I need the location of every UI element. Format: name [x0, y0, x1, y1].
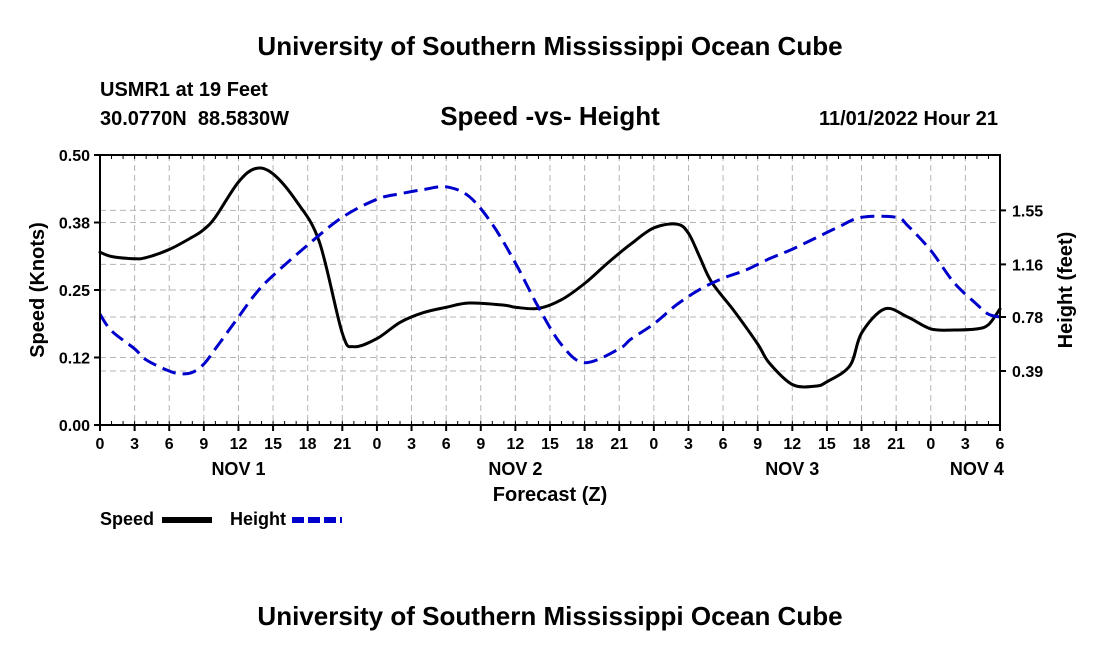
- y-tick-label-left: 0.25: [59, 283, 90, 300]
- y-tick-label-right: 0.78: [1012, 310, 1043, 327]
- x-tick-label: 0: [96, 436, 105, 453]
- x-tick-label: 9: [476, 436, 485, 453]
- x-tick-label: 9: [753, 436, 762, 453]
- x-tick-label: 15: [264, 436, 282, 453]
- x-tick-label: 3: [684, 436, 693, 453]
- x-tick-label: 6: [719, 436, 728, 453]
- legend-speed-label: Speed: [100, 509, 154, 529]
- y-tick-label-right: 0.39: [1012, 364, 1043, 381]
- date-label: NOV 1: [211, 459, 265, 479]
- series-layer: [98, 166, 1002, 389]
- y-tick-label-left: 0.50: [59, 148, 90, 165]
- x-tick-label: 12: [783, 436, 801, 453]
- x-tick-label: 3: [961, 436, 970, 453]
- x-tick-label: 6: [442, 436, 451, 453]
- x-tick-label: 6: [165, 436, 174, 453]
- series-line-height: [98, 185, 1001, 376]
- date-label: NOV 4: [950, 459, 1004, 479]
- x-tick-label: 0: [926, 436, 935, 453]
- x-tick-label: 21: [887, 436, 905, 453]
- y-axis-label-right: Height (feet): [1055, 232, 1077, 349]
- chart-title: University of Southern Mississippi Ocean…: [257, 31, 842, 61]
- timestamp-label: 11/01/2022 Hour 21: [819, 108, 998, 130]
- x-tick-label: 21: [333, 436, 351, 453]
- x-tick-label: 6: [996, 436, 1005, 453]
- bottom-axis: 0 3 6 9 12 15 18 21 0 3 6 9 12 15 18 21 0 3 6 9 12 15 18 21 0 3 6: [96, 155, 1005, 453]
- x-tick-label: 15: [541, 436, 559, 453]
- coordinates-label: 30.0770N 88.5830W: [100, 108, 289, 130]
- x-tick-label: 18: [853, 436, 871, 453]
- y-axis-label-left: Speed (Knots): [27, 222, 49, 358]
- x-axis-label: Forecast (Z): [493, 484, 607, 506]
- series-line-speed: [98, 166, 1002, 389]
- x-tick-label: 3: [407, 436, 416, 453]
- y-tick-label-right: 1.55: [1012, 203, 1043, 220]
- legend-height-label: Height: [230, 509, 286, 529]
- x-tick-label: 12: [230, 436, 248, 453]
- x-tick-label: 21: [610, 436, 628, 453]
- right-axis: 0.39 0.78 1.16 1.55: [1000, 203, 1043, 381]
- y-tick-label-left: 0.38: [59, 216, 90, 233]
- y-tick-label-right: 1.16: [1012, 257, 1043, 274]
- x-tick-label: 0: [649, 436, 658, 453]
- date-label: NOV 2: [488, 459, 542, 479]
- x-tick-label: 12: [506, 436, 524, 453]
- legend: Speed Height: [100, 509, 342, 529]
- x-tick-label: 3: [130, 436, 139, 453]
- x-tick-label: 18: [576, 436, 594, 453]
- y-tick-label-left: 0.00: [59, 418, 90, 435]
- y-tick-label-left: 0.12: [59, 351, 90, 368]
- date-label: NOV 3: [765, 459, 819, 479]
- x-tick-label: 0: [372, 436, 381, 453]
- date-labels: NOV 1 NOV 2 NOV 3 NOV 4: [211, 459, 1003, 479]
- chart-subtitle: Speed -vs- Height: [440, 101, 660, 131]
- footer-title: University of Southern Mississippi Ocean…: [257, 601, 842, 631]
- grid-lines: [100, 155, 1000, 425]
- x-tick-label: 18: [299, 436, 317, 453]
- left-axis: 0.00 0.12 0.25 0.38 0.50: [59, 148, 100, 435]
- station-label: USMR1 at 19 Feet: [100, 79, 268, 101]
- x-tick-label: 9: [199, 436, 208, 453]
- x-tick-label: 15: [818, 436, 836, 453]
